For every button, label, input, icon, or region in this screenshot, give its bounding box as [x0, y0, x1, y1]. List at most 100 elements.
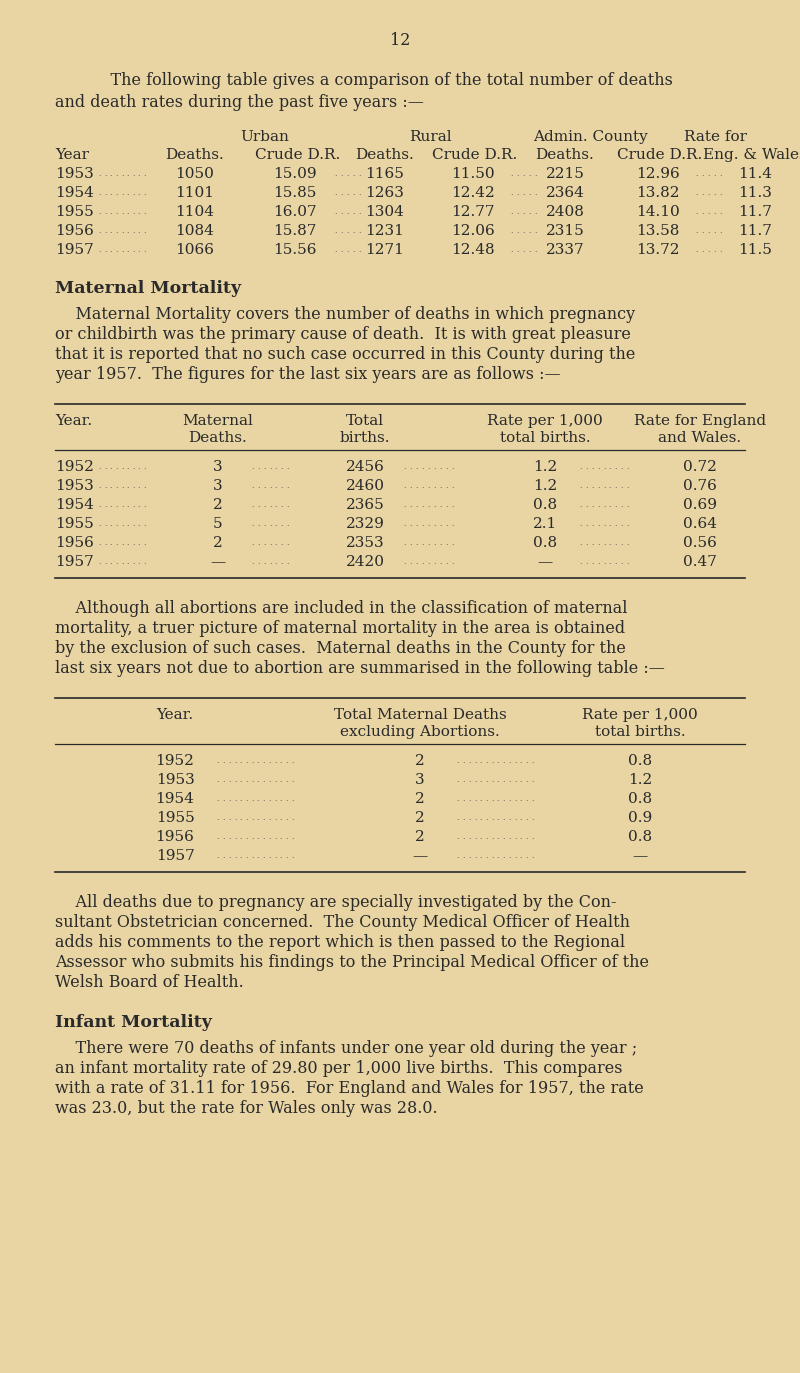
Text: .: . [251, 833, 254, 842]
Text: .: . [110, 557, 112, 566]
Text: 2420: 2420 [346, 555, 385, 568]
Text: Maternal: Maternal [182, 415, 254, 428]
Text: .: . [274, 833, 276, 842]
Text: .: . [474, 814, 476, 822]
Text: .: . [519, 776, 522, 784]
Text: .: . [580, 520, 582, 529]
Text: 13.58: 13.58 [636, 224, 680, 238]
Text: .: . [262, 776, 265, 784]
Text: .: . [269, 501, 271, 509]
Text: .: . [138, 540, 140, 546]
Text: .: . [258, 557, 260, 566]
Text: .: . [132, 227, 134, 235]
Text: 11.7: 11.7 [738, 205, 772, 220]
Text: .: . [701, 189, 703, 196]
Text: Urban: Urban [241, 130, 290, 144]
Text: .: . [110, 227, 112, 235]
Text: .: . [468, 795, 470, 803]
Text: .: . [132, 170, 134, 178]
Text: .: . [707, 207, 709, 216]
Text: .: . [462, 814, 465, 822]
Text: .: . [251, 814, 254, 822]
Text: 11.5: 11.5 [738, 243, 772, 257]
Text: 1231: 1231 [366, 224, 405, 238]
Text: .: . [239, 814, 242, 822]
Text: .: . [262, 795, 265, 803]
Text: .: . [217, 833, 219, 842]
Text: .: . [340, 246, 342, 254]
Text: .: . [445, 482, 447, 490]
Text: .: . [516, 227, 518, 235]
Text: Maternal Mortality: Maternal Mortality [55, 280, 241, 297]
Text: .: . [217, 795, 219, 803]
Text: excluding Abortions.: excluding Abortions. [340, 725, 500, 739]
Text: .: . [531, 776, 534, 784]
Text: .: . [279, 814, 282, 822]
Text: .: . [427, 557, 430, 566]
Text: 14.10: 14.10 [636, 205, 680, 220]
Text: 2315: 2315 [546, 224, 584, 238]
Text: .: . [526, 776, 528, 784]
Text: .: . [110, 246, 112, 254]
Text: Deaths.: Deaths. [189, 431, 247, 445]
Text: .: . [719, 189, 721, 196]
Text: .: . [143, 246, 146, 254]
Text: .: . [462, 757, 465, 765]
Text: 1957: 1957 [156, 849, 194, 864]
Text: by the exclusion of such cases.  Maternal deaths in the County for the: by the exclusion of such cases. Maternal… [55, 640, 626, 658]
Text: .: . [234, 853, 236, 859]
Text: 2: 2 [415, 831, 425, 844]
Text: .: . [410, 482, 412, 490]
Text: .: . [508, 853, 510, 859]
Text: .: . [591, 501, 594, 509]
Text: .: . [457, 814, 459, 822]
Text: .: . [609, 557, 611, 566]
Text: .: . [508, 757, 510, 765]
Text: .: . [358, 246, 360, 254]
Text: .: . [404, 520, 406, 529]
Text: .: . [434, 501, 435, 509]
Text: .: . [451, 501, 454, 509]
Text: .: . [422, 463, 424, 471]
Text: .: . [451, 557, 454, 566]
Text: .: . [586, 482, 588, 490]
Text: .: . [528, 170, 530, 178]
Text: .: . [462, 795, 465, 803]
Text: Year: Year [55, 148, 89, 162]
Text: .: . [586, 557, 588, 566]
Text: .: . [510, 246, 512, 254]
Text: .: . [228, 795, 230, 803]
Text: .: . [263, 557, 266, 566]
Text: .: . [121, 557, 123, 566]
Text: 0.76: 0.76 [683, 479, 717, 493]
Text: .: . [263, 520, 266, 529]
Text: .: . [121, 520, 123, 529]
Text: .: . [126, 207, 129, 216]
Text: .: . [104, 557, 106, 566]
Text: .: . [404, 482, 406, 490]
Text: .: . [626, 557, 628, 566]
Text: births.: births. [340, 431, 390, 445]
Text: .: . [620, 482, 622, 490]
Text: .: . [251, 757, 254, 765]
Text: 15.09: 15.09 [273, 168, 317, 181]
Text: 1953: 1953 [156, 773, 194, 787]
Text: .: . [528, 246, 530, 254]
Text: 16.07: 16.07 [273, 205, 317, 220]
Text: .: . [268, 757, 270, 765]
Text: .: . [274, 814, 276, 822]
Text: .: . [115, 227, 118, 235]
Text: .: . [479, 776, 482, 784]
Text: .: . [519, 795, 522, 803]
Text: .: . [98, 501, 101, 509]
Text: 1955: 1955 [55, 205, 94, 220]
Text: .: . [522, 189, 524, 196]
Text: .: . [707, 189, 709, 196]
Text: .: . [445, 463, 447, 471]
Text: .: . [603, 540, 605, 546]
Text: .: . [274, 463, 277, 471]
Text: .: . [279, 833, 282, 842]
Text: .: . [228, 853, 230, 859]
Text: .: . [491, 757, 494, 765]
Text: .: . [502, 833, 505, 842]
